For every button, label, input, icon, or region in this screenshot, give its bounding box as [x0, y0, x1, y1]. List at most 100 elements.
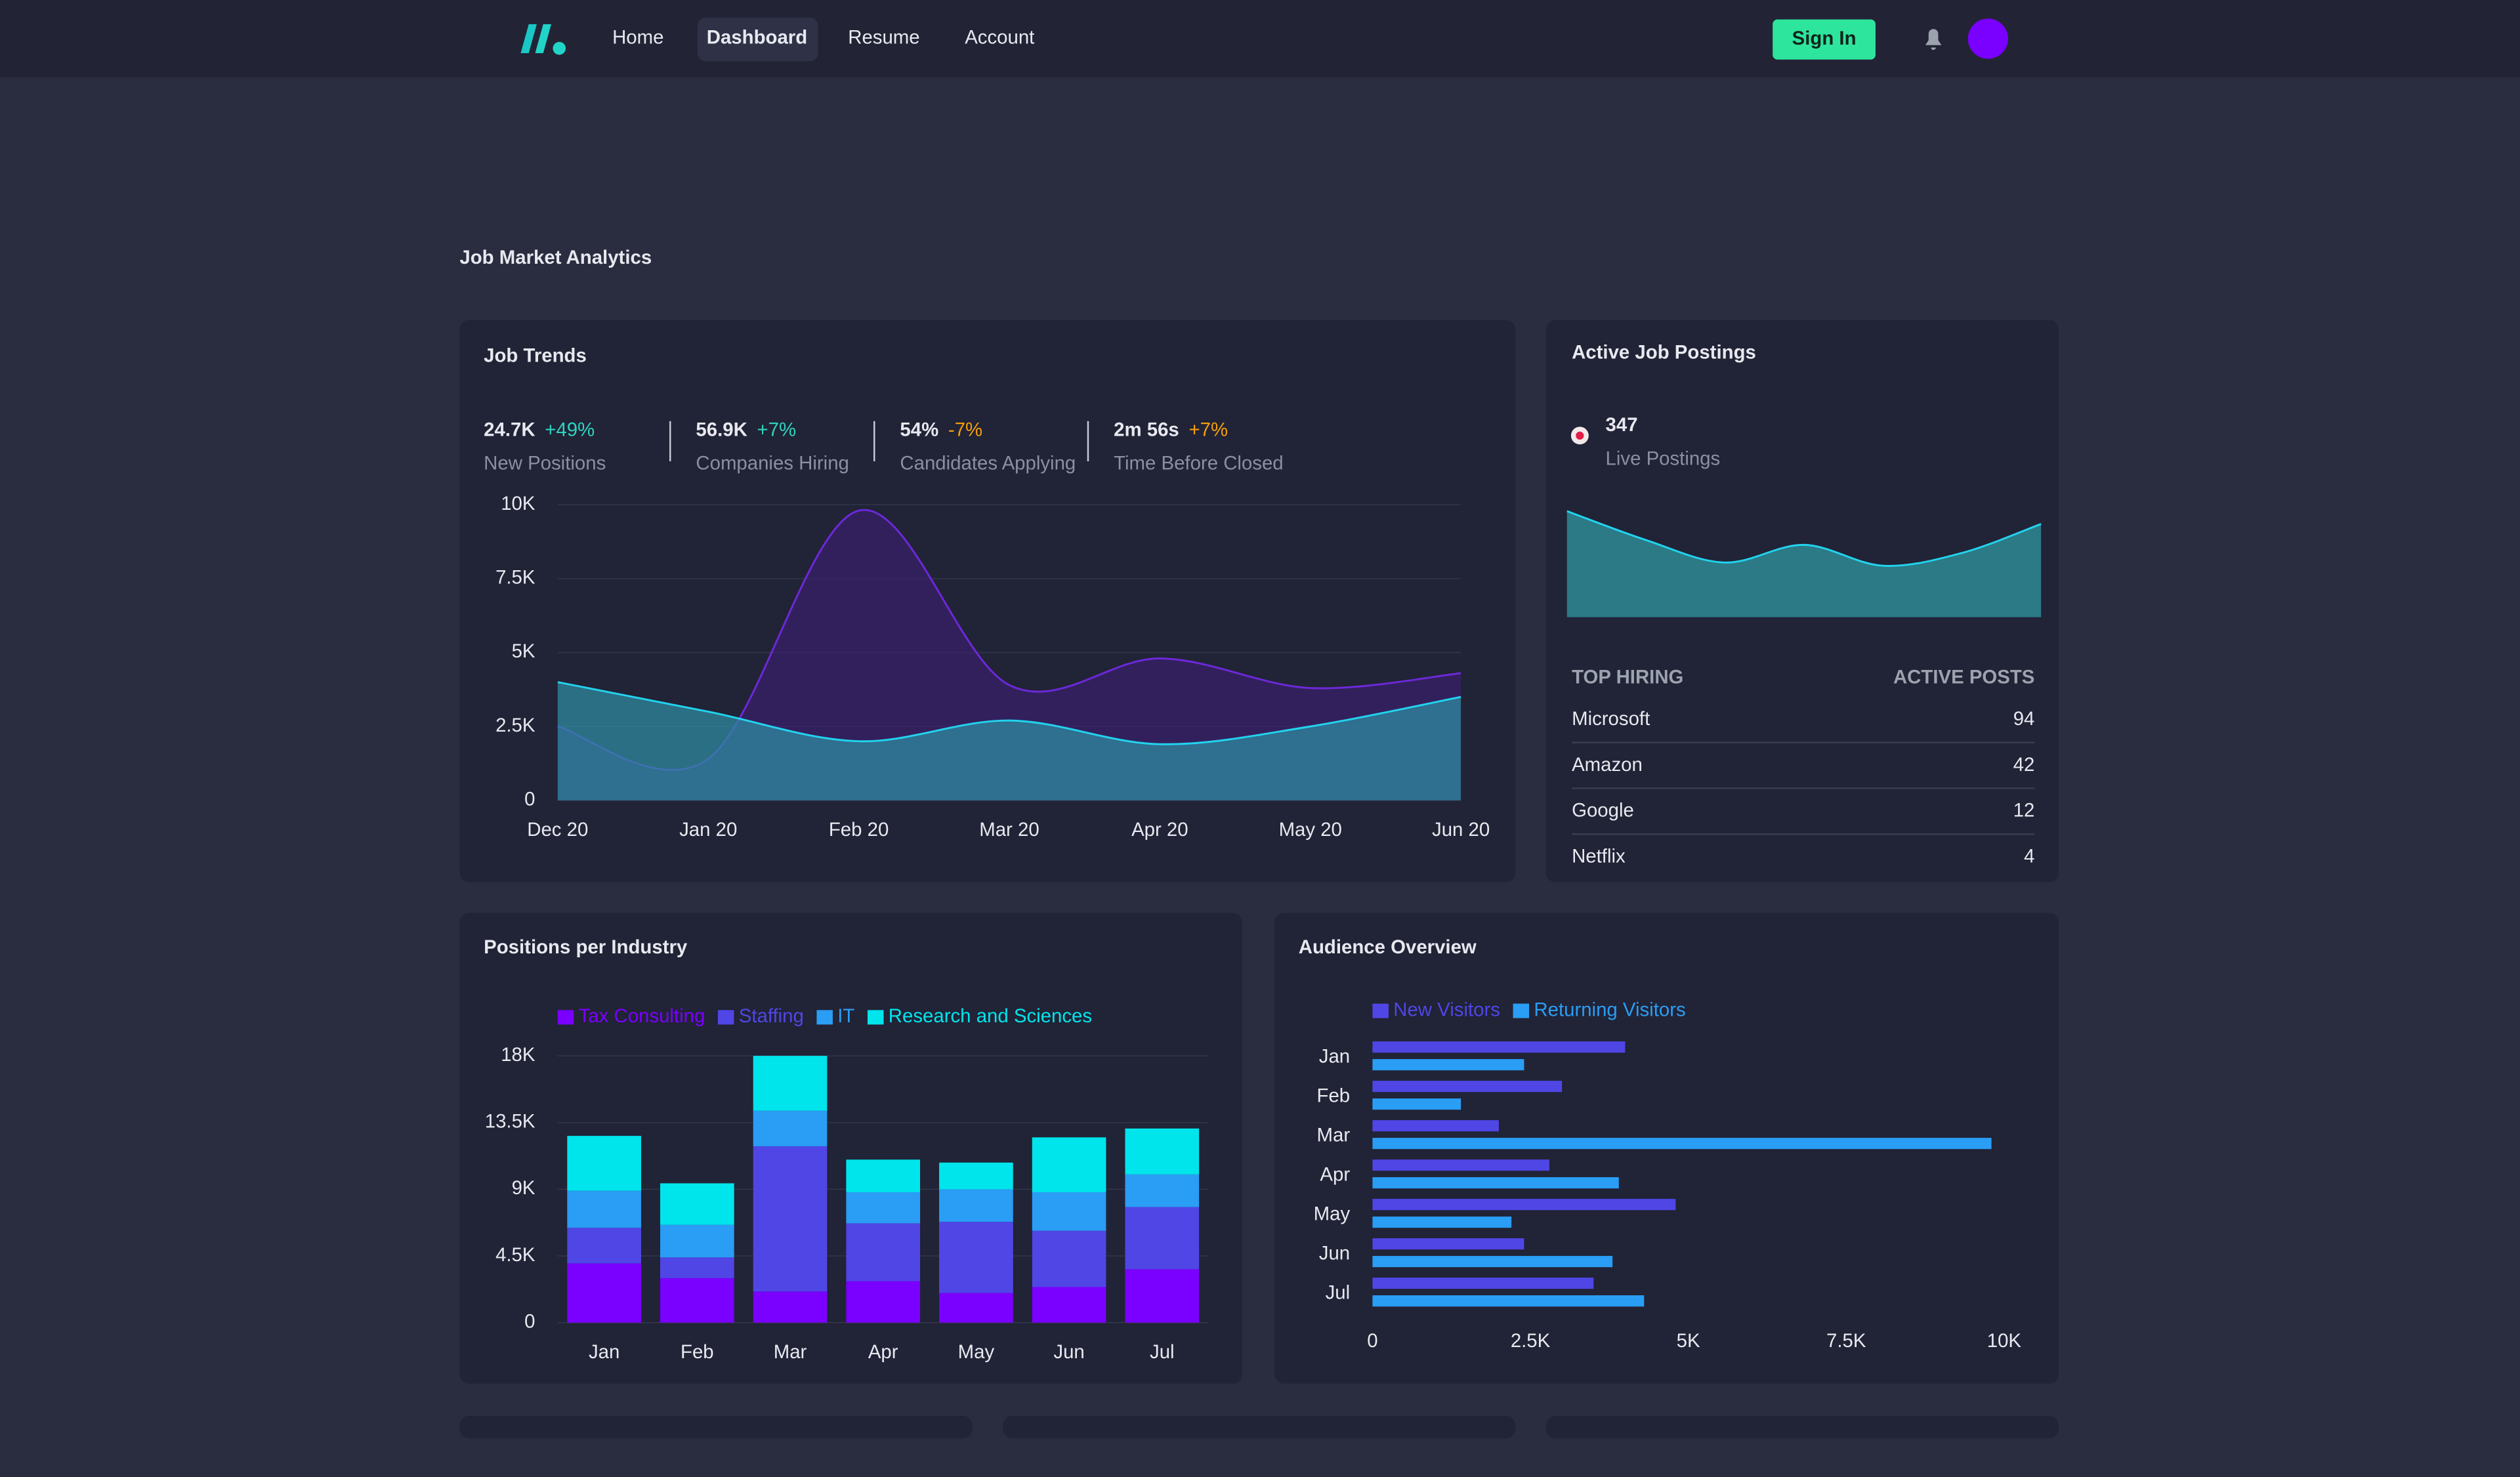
- legend-swatch: [1372, 1003, 1389, 1018]
- bar-segment: [660, 1257, 734, 1278]
- bar: [1372, 1098, 1461, 1110]
- y-tick-label: Jul: [1326, 1281, 1351, 1303]
- bar: [1372, 1059, 1524, 1071]
- nav-link[interactable]: Dashboard: [707, 27, 807, 49]
- nav-link[interactable]: Resume: [848, 27, 919, 49]
- bar-segment: [1032, 1230, 1106, 1287]
- bar: [1372, 1138, 1992, 1150]
- y-tick-label: Apr: [1320, 1163, 1350, 1185]
- x-tick-label: Feb: [681, 1341, 714, 1363]
- bell-icon[interactable]: [1925, 29, 1942, 51]
- y-tick-label: 4.5K: [495, 1244, 536, 1266]
- bar: [1372, 1238, 1524, 1250]
- y-tick-label: 9K: [512, 1177, 536, 1199]
- company-name: Amazon: [1572, 754, 1643, 776]
- x-tick-label: Mar: [774, 1341, 807, 1363]
- area-fill: [557, 682, 1461, 801]
- x-tick-label: Apr 20: [1131, 819, 1188, 841]
- live-label: Live Postings: [1606, 447, 1721, 469]
- bar-segment: [660, 1224, 734, 1258]
- bar-segment: [1125, 1174, 1200, 1207]
- bar-segment: [567, 1263, 641, 1323]
- table-header: ACTIVE POSTS: [1893, 666, 2034, 688]
- bar: [1372, 1120, 1499, 1132]
- bar-segment: [1032, 1287, 1106, 1323]
- bar: [1372, 1081, 1563, 1092]
- x-tick-label: Jun 20: [1432, 819, 1490, 841]
- legend-swatch: [717, 1010, 734, 1025]
- sign-in-label[interactable]: Sign In: [1792, 28, 1857, 49]
- x-tick-label: 5K: [1677, 1330, 1700, 1352]
- bar: [1372, 1278, 1594, 1289]
- x-tick-label: Mar 20: [979, 819, 1039, 841]
- bar: [1372, 1199, 1676, 1211]
- y-tick-label: 0: [524, 789, 535, 810]
- bar-segment: [939, 1222, 1013, 1293]
- legend-swatch: [816, 1010, 833, 1025]
- x-tick-label: 0: [1367, 1330, 1377, 1352]
- x-tick-label: May: [958, 1341, 995, 1363]
- avatar[interactable]: [1967, 18, 2008, 59]
- legend-label: Staffing: [739, 1005, 804, 1027]
- bar-segment: [846, 1192, 921, 1224]
- x-tick-label: 2.5K: [1511, 1330, 1551, 1352]
- sign-in-button[interactable]: [1773, 19, 1876, 60]
- bar: [1372, 1217, 1512, 1228]
- bar-segment: [753, 1056, 828, 1111]
- logo-dot: [553, 41, 566, 55]
- card: [1545, 1415, 2059, 1439]
- x-tick-label: 10K: [1987, 1330, 2022, 1352]
- y-tick-label: Jan: [1319, 1045, 1350, 1067]
- card: [1003, 1415, 1516, 1439]
- area-line: [557, 681, 1461, 745]
- stat-value: 54%: [900, 419, 938, 440]
- bar-segment: [660, 1183, 734, 1225]
- stat-value: 24.7K: [484, 419, 535, 440]
- table-header: TOP HIRING: [1572, 666, 1683, 688]
- card-title: Active Job Postings: [1572, 342, 1756, 364]
- bar-segment: [846, 1159, 921, 1192]
- bar: [1372, 1295, 1645, 1307]
- legend-label: Tax Consulting: [579, 1005, 705, 1027]
- bar: [1372, 1177, 1619, 1189]
- live-count: 347: [1606, 414, 1638, 436]
- logo[interactable]: [520, 24, 566, 55]
- bar-segment: [660, 1278, 734, 1323]
- nav-link[interactable]: Account: [965, 27, 1034, 49]
- bar-segment: [939, 1293, 1013, 1323]
- x-tick-label: Jul: [1150, 1341, 1175, 1363]
- y-tick-label: 7.5K: [495, 567, 536, 589]
- stat-label: Companies Hiring: [696, 453, 849, 474]
- y-tick-label: 2.5K: [495, 715, 536, 736]
- legend-label: IT: [837, 1005, 854, 1027]
- area-fill: [557, 510, 1461, 801]
- bar-segment: [846, 1223, 921, 1281]
- y-tick-label: Feb: [1317, 1085, 1351, 1106]
- stat-value: 2m 56s: [1114, 419, 1179, 440]
- y-tick-label: 18K: [501, 1044, 536, 1066]
- legend-swatch: [1513, 1003, 1530, 1018]
- company-posts: 94: [2013, 708, 2035, 730]
- page-title: Job Market Analytics: [459, 247, 652, 268]
- bar-segment: [1032, 1137, 1106, 1192]
- legend-label: Returning Visitors: [1534, 999, 1685, 1020]
- bar-segment: [1125, 1207, 1200, 1270]
- bar-segment: [753, 1291, 828, 1323]
- y-tick-label: Jun: [1319, 1242, 1350, 1264]
- legend-label: New Visitors: [1393, 999, 1500, 1020]
- legend-swatch: [867, 1010, 884, 1025]
- nav-link[interactable]: Home: [612, 27, 663, 49]
- live-dot: [1576, 431, 1584, 440]
- navbar: [0, 0, 2520, 77]
- company-posts: 12: [2013, 800, 2035, 822]
- bar-segment: [567, 1190, 641, 1228]
- bar-segment: [1125, 1128, 1200, 1175]
- card-title: Job Trends: [484, 345, 587, 367]
- x-tick-label: Jan 20: [679, 819, 737, 841]
- bar-segment: [939, 1189, 1013, 1222]
- bar: [1372, 1159, 1549, 1171]
- y-tick-label: 10K: [501, 493, 536, 514]
- legend-swatch: [557, 1010, 574, 1025]
- bar-segment: [846, 1281, 921, 1323]
